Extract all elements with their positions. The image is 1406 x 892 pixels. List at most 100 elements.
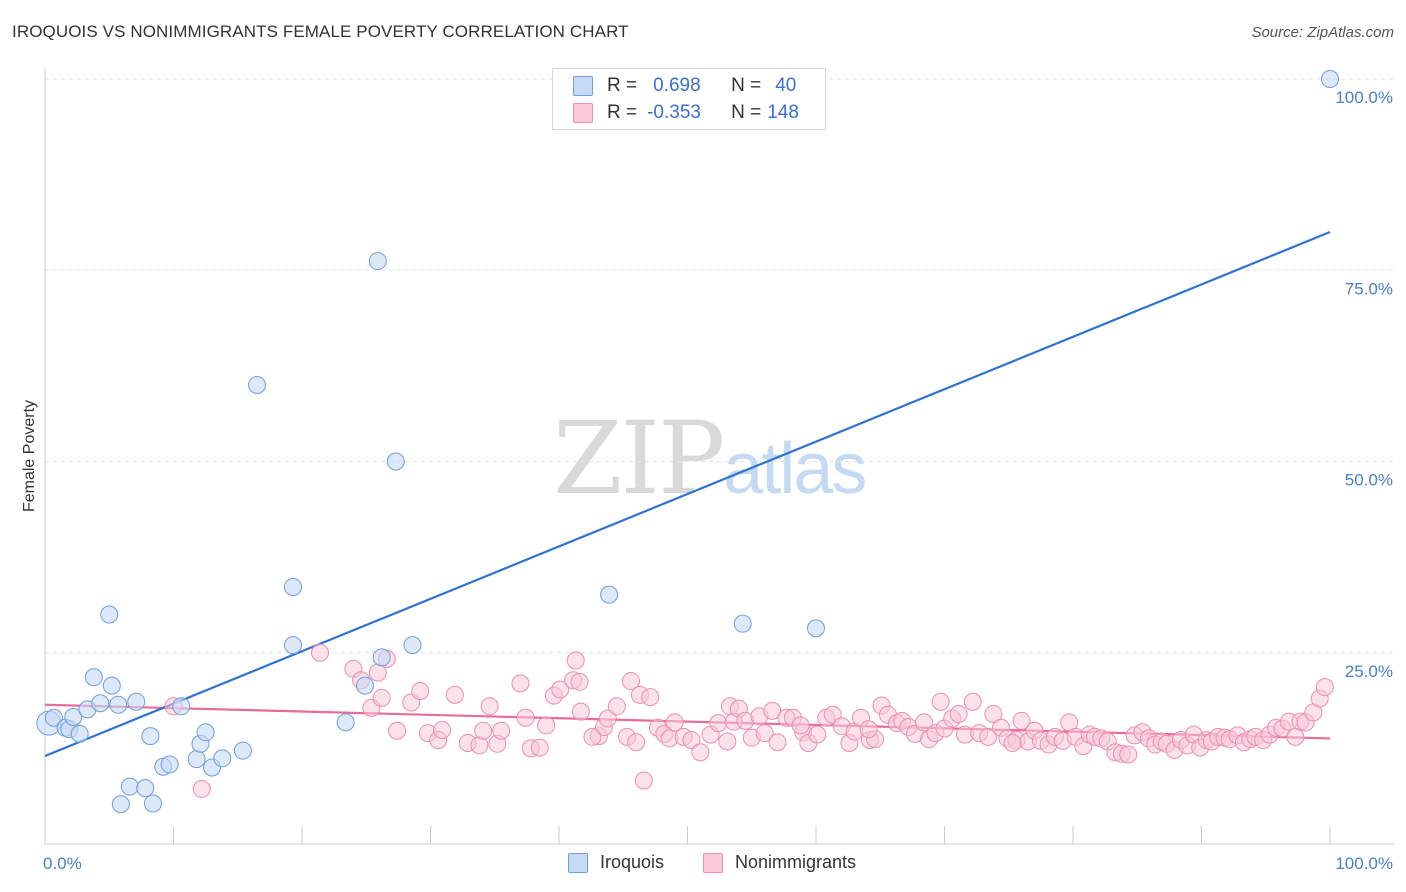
y-axis-title: Female Poverty xyxy=(21,400,38,512)
n-label: N = xyxy=(731,102,762,123)
iroquois-point xyxy=(100,605,119,624)
nonimmigrants-point xyxy=(571,702,590,721)
iroquois-point xyxy=(44,708,63,727)
nonimmigrants-point xyxy=(691,743,710,762)
iroquois-point xyxy=(84,668,103,687)
iroquois-point xyxy=(70,724,89,743)
nonimmigrants-point xyxy=(445,685,464,704)
nonimmigrants-point xyxy=(433,721,452,740)
nonimmigrants-swatch xyxy=(703,852,723,873)
nonimmigrants-point xyxy=(530,738,549,757)
nonimmigrants-point xyxy=(791,716,810,735)
axis-labels: 25.0% 50.0% 75.0% 100.0% 0.0% 100.0% Female Po… xyxy=(21,88,1393,873)
nonimmigrants-point xyxy=(583,727,602,746)
iroquois-point xyxy=(807,619,825,638)
nonimmigrants-point xyxy=(979,727,998,746)
nonimmigrants-point xyxy=(665,713,684,732)
iroquois-point xyxy=(284,636,303,655)
nonimmigrants-point xyxy=(641,688,660,707)
nonimmigrants-point xyxy=(607,697,626,716)
r-label: R = xyxy=(607,75,638,96)
iroquois-point xyxy=(91,694,110,713)
iroquois-point xyxy=(284,577,303,596)
iroquois-point xyxy=(248,376,267,394)
iroquois-point xyxy=(1321,70,1339,88)
nonimmigrants-point xyxy=(914,713,933,732)
nonimmigrants-point xyxy=(537,716,556,735)
iroquois-point xyxy=(141,727,160,746)
nonimmigrants-point xyxy=(474,721,493,740)
nonimmigrants-point xyxy=(682,730,701,749)
nonimmigrants-point xyxy=(516,708,535,727)
r-value: 0.698 xyxy=(653,75,701,96)
legend-row-nonimmigrants: R = -0.353 N = 148 xyxy=(573,100,799,126)
iroquois-point xyxy=(111,795,130,814)
n-label: N = xyxy=(731,75,762,96)
nonimmigrants-point xyxy=(1003,734,1022,753)
nonimmigrants-point xyxy=(963,692,982,711)
nonimmigrants-point xyxy=(598,709,617,728)
gridlines xyxy=(45,78,1395,654)
iroquois-point xyxy=(120,777,139,796)
iroquois-point xyxy=(336,713,355,732)
nonimmigrants-point xyxy=(1286,727,1305,746)
iroquois-point xyxy=(368,252,387,271)
nonimmigrants-point xyxy=(755,724,774,743)
nonimmigrants-point xyxy=(768,733,787,752)
iroquois-point xyxy=(109,695,128,714)
nonimmigrants-point xyxy=(808,725,827,744)
nonimmigrants-point xyxy=(566,651,585,670)
nonimmigrants-point xyxy=(1315,678,1334,697)
r-label: R = xyxy=(607,102,638,123)
n-value: 40 xyxy=(775,75,797,96)
nonimmigrants-point xyxy=(411,682,430,700)
iroquois-point xyxy=(127,692,146,711)
iroquois-point xyxy=(172,697,191,716)
nonimmigrants-point xyxy=(859,720,878,739)
nonimmigrants-point xyxy=(709,714,728,733)
legend-item-iroquois[interactable]: Iroquois xyxy=(568,852,664,873)
iroquois-swatch xyxy=(573,76,593,96)
iroquois-point xyxy=(403,636,422,655)
nonimmigrants-point xyxy=(492,721,511,740)
nonimmigrants-point xyxy=(1012,711,1031,730)
source-credit: Source: ZipAtlas.com xyxy=(1251,24,1394,41)
nonimmigrants-point xyxy=(372,688,391,707)
nonimmigrants-point xyxy=(388,721,407,740)
legend-label-nonimmigrants: Nonimmigrants xyxy=(735,852,857,872)
iroquois-points xyxy=(36,70,1339,814)
nonimmigrants-point xyxy=(1119,745,1138,764)
x-tick-label: 0.0% xyxy=(43,854,82,873)
iroquois-point xyxy=(64,708,83,727)
y-tick-label: 75.0% xyxy=(1345,279,1393,298)
nonimmigrants-point xyxy=(511,674,530,693)
nonimmigrants-trend-line xyxy=(44,703,1331,740)
y-tick-label: 50.0% xyxy=(1345,471,1393,490)
iroquois-point xyxy=(136,779,155,798)
nonimmigrants-swatch xyxy=(573,103,593,123)
nonimmigrants-points xyxy=(164,643,1334,798)
iroquois-point xyxy=(160,755,179,774)
nonimmigrants-point xyxy=(570,672,589,691)
nonimmigrants-point xyxy=(718,732,737,751)
nonimmigrants-point xyxy=(931,692,950,711)
nonimmigrants-point xyxy=(627,733,646,752)
series-legend: Iroquois Nonimmigrants xyxy=(0,852,1406,878)
legend-label-iroquois: Iroquois xyxy=(600,852,665,872)
y-tick-label: 25.0% xyxy=(1345,662,1393,681)
iroquois-point xyxy=(143,794,162,813)
iroquois-point xyxy=(733,614,752,633)
legend-row-iroquois: R = 0.698 N = 40 xyxy=(573,73,796,99)
chart-title: IROQUOIS VS NONIMMIGRANTS FEMALE POVERTY… xyxy=(12,22,629,41)
nonimmigrants-point xyxy=(949,704,968,723)
r-value: -0.353 xyxy=(647,102,701,123)
iroquois-point xyxy=(372,648,391,667)
correlation-legend: R = 0.698 N = 40 R = -0.353 N = 148 xyxy=(552,68,826,130)
y-tick-label: 100.0% xyxy=(1335,88,1393,107)
nonimmigrants-point xyxy=(310,643,329,662)
iroquois-trend-line xyxy=(44,230,1331,758)
iroquois-point xyxy=(196,723,215,742)
legend-item-nonimmigrants[interactable]: Nonimmigrants xyxy=(703,852,856,873)
iroquois-point xyxy=(600,585,619,604)
